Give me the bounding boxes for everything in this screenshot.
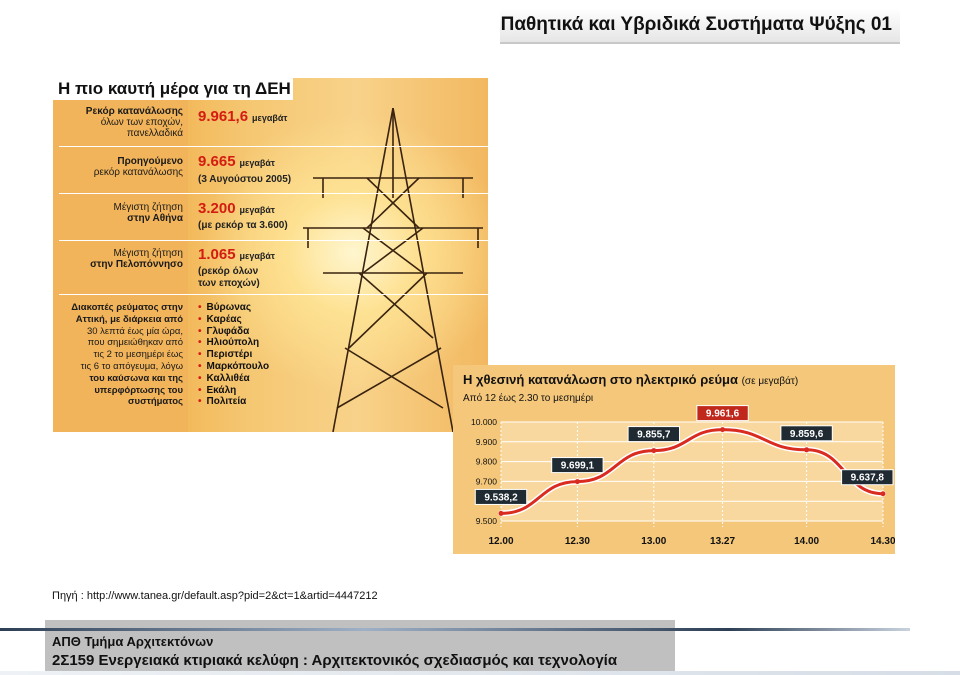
footer-divider <box>0 628 910 631</box>
divider <box>59 146 488 147</box>
data-label-box <box>627 426 681 443</box>
chart-title: Η χθεσινή κατανάλωση στο ηλεκτρικό ρεύμα… <box>463 372 799 387</box>
slide-title-bar: Παθητικά και Υβριδικά Συστήματα Ψύξης 01 <box>500 8 900 44</box>
list-item: Περιστέρι <box>198 349 269 361</box>
infographic-heading: Η πιο καυτή μέρα για τη ΔΕΗ <box>58 79 291 98</box>
y-tick-label: 9.500 <box>476 516 498 526</box>
divider <box>59 193 488 194</box>
data-label: 9.855,7 <box>637 430 671 441</box>
row-label-previous-record: Προηγούμενο ρεκόρ κατανάλωσης <box>93 156 183 178</box>
list-item: Βύρωνας <box>198 302 269 314</box>
value-peloponnese: 1.065 μεγαβάτ <box>198 246 275 263</box>
list-item: Γλυφάδα <box>198 326 269 338</box>
row-label-record: Ρεκόρ κατανάλωσης όλων των εποχών, πανελλα… <box>85 106 183 139</box>
consumption-chart-panel: 10.0009.9009.8009.7009.6009.50012.0012.3… <box>453 365 895 554</box>
consumption-line-chart: 10.0009.9009.8009.7009.6009.50012.0012.3… <box>471 405 895 547</box>
data-label-box <box>474 488 528 505</box>
divider <box>59 240 488 241</box>
outage-suburbs-list: Βύρωνας Καρέας Γλυφάδα Ηλιούπολη Περιστέ… <box>198 302 270 408</box>
note-previous-record: (3 Αυγούστου 2005) <box>198 174 292 185</box>
footer-department: ΑΠΘ Τμήμα Αρχιτεκτόνων <box>52 634 214 649</box>
data-label-box <box>841 469 894 486</box>
y-tick-label: 9.900 <box>476 437 498 447</box>
data-label: 9.961,6 <box>706 409 740 420</box>
series-line <box>499 428 885 515</box>
data-point <box>720 427 726 433</box>
data-point <box>804 447 810 453</box>
note-athens: (με ρεκόρ τα 3.600) <box>198 220 288 231</box>
power-pylon-illustration <box>303 108 483 432</box>
footer-course: 2Σ159 Ενεργειακά κτιριακά κελύφη : Αρχιτ… <box>52 652 618 669</box>
list-item: Ηλιούπολη <box>198 337 269 349</box>
list-item: Καρέας <box>198 314 269 326</box>
chart-subtitle: Από 12 έως 2.30 το μεσημέρι <box>463 393 594 404</box>
data-point <box>880 491 886 497</box>
data-point <box>651 448 657 454</box>
divider <box>59 294 488 295</box>
x-tick-label: 12.30 <box>565 536 590 547</box>
note-peloponnese: (ρεκόρ όλων των εποχών) <box>198 266 260 289</box>
list-item: Καλλιθέα <box>198 373 269 385</box>
value-record: 9.961,6 μεγαβάτ <box>198 108 288 125</box>
y-tick-label: 9.700 <box>476 476 498 486</box>
row-label-athens: Μέγιστη ζήτηση στην Αθήνα <box>113 202 183 224</box>
data-label-box <box>551 457 604 474</box>
data-label: 9.699,1 <box>561 461 595 472</box>
y-tick-label: 9.800 <box>476 457 498 467</box>
label-column <box>53 100 188 432</box>
data-label: 9.538,2 <box>484 492 518 503</box>
list-item: Μαρκόπουλο <box>198 361 270 373</box>
value-athens: 3.200 μεγαβάτ <box>198 200 275 217</box>
source-citation: Πηγή : http://www.tanea.gr/default.asp?p… <box>52 590 378 602</box>
newspaper-infographic: Η πιο καυτή μέρα για τη ΔΕΗ Ρεκόρ κατανά… <box>53 78 488 432</box>
outage-description: Διακοπές ρεύματος στην Αττική, με διάρκε… <box>71 302 183 408</box>
data-label: 9.637,8 <box>851 473 885 484</box>
data-label: 9.859,6 <box>790 429 824 440</box>
data-label-box <box>780 425 833 442</box>
x-tick-label: 14.30 <box>870 536 895 547</box>
value-previous-record: 9.665 μεγαβάτ <box>198 153 275 170</box>
data-label-box <box>696 405 749 422</box>
x-tick-label: 12.00 <box>488 536 513 547</box>
data-point <box>498 510 504 516</box>
list-item: Εκάλη <box>198 385 269 397</box>
y-tick-label: 10.000 <box>471 417 497 427</box>
footer-bottom-strip <box>0 671 960 675</box>
row-label-peloponnese: Μέγιστη ζήτηση στην Πελοπόννησο <box>90 248 183 270</box>
x-tick-label: 13.00 <box>641 536 666 547</box>
x-tick-label: 13.27 <box>710 536 735 547</box>
slide-title: Παθητικά και Υβριδικά Συστήματα Ψύξης 01 <box>500 14 892 35</box>
data-point <box>574 479 580 485</box>
infographic-heading-box: Η πιο καυτή μέρα για τη ΔΕΗ <box>53 78 293 100</box>
x-tick-label: 14.00 <box>794 536 819 547</box>
list-item: Πολιτεία <box>198 396 269 408</box>
